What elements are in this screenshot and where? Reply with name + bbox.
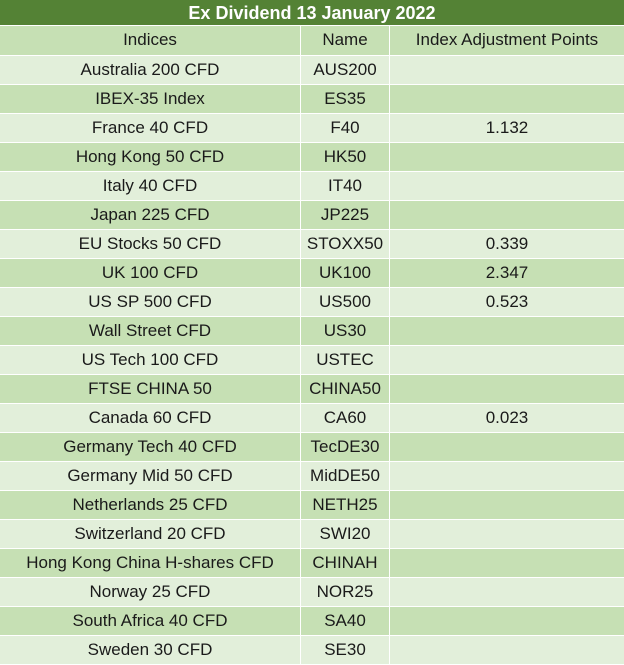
index-cell: Wall Street CFD [0, 317, 301, 345]
table-title: Ex Dividend 13 January 2022 [0, 0, 624, 26]
name-cell: NETH25 [301, 491, 390, 519]
table-row: Australia 200 CFD AUS200 [0, 56, 624, 85]
table-row: EU Stocks 50 CFD STOXX50 0.339 [0, 230, 624, 259]
index-cell: Italy 40 CFD [0, 172, 301, 200]
adjustment-points-cell [390, 520, 624, 548]
index-cell: FTSE CHINA 50 [0, 375, 301, 403]
index-cell: Norway 25 CFD [0, 578, 301, 606]
name-cell: STOXX50 [301, 230, 390, 258]
name-cell: SA40 [301, 607, 390, 635]
adjustment-points-cell: 0.339 [485, 234, 529, 253]
adjustment-points-cell [390, 375, 624, 403]
name-cell: F40 [301, 114, 390, 142]
adjustment-points-cell [390, 317, 624, 345]
index-cell: South Africa 40 CFD [0, 607, 301, 635]
index-cell: Hong Kong 50 CFD [0, 143, 301, 171]
adjustment-points-cell [390, 491, 624, 519]
table-row: Hong Kong 50 CFD HK50 [0, 143, 624, 172]
column-header-name: Name [301, 26, 390, 55]
index-cell: Hong Kong China H-shares CFD [0, 549, 301, 577]
table-row: Norway 25 CFD NOR25 [0, 578, 624, 607]
adjustment-points-cell [390, 56, 624, 84]
adjustment-points-cell [390, 172, 624, 200]
table-row: Sweden 30 CFD SE30 [0, 636, 624, 665]
table-row: Wall Street CFD US30 [0, 317, 624, 346]
adjustment-points-cell [390, 346, 624, 374]
table-row: Netherlands 25 CFD NETH25 [0, 491, 624, 520]
name-cell: TecDE30 [301, 433, 390, 461]
table-row: UK 100 CFD UK100 2.347 [0, 259, 624, 288]
name-cell: SWI20 [301, 520, 390, 548]
adjustment-points-cell [390, 578, 624, 606]
index-cell: Australia 200 CFD [0, 56, 301, 84]
adjustment-points-cell [390, 549, 624, 577]
adjustment-points-cell [390, 462, 624, 490]
table-row: Japan 225 CFD JP225 [0, 201, 624, 230]
name-cell: SE30 [301, 636, 390, 664]
column-header-adjustment-points: Index Adjustment Points [415, 30, 599, 49]
table-body: Australia 200 CFD AUS200 IBEX-35 Index ES35… [0, 56, 624, 665]
adjustment-points-cell: 1.132 [485, 118, 529, 137]
table-header-row: Indices Name Index Adjustment Points [0, 26, 624, 56]
index-cell: UK 100 CFD [0, 259, 301, 287]
table-row: Germany Tech 40 CFD TecDE30 [0, 433, 624, 462]
name-cell: MidDE50 [301, 462, 390, 490]
name-cell: HK50 [301, 143, 390, 171]
table-row: IBEX-35 Index ES35 [0, 85, 624, 114]
index-cell: US Tech 100 CFD [0, 346, 301, 374]
name-cell: CA60 [301, 404, 390, 432]
table-row: Germany Mid 50 CFD MidDE50 [0, 462, 624, 491]
name-cell: US500 [301, 288, 390, 316]
index-cell: Netherlands 25 CFD [0, 491, 301, 519]
adjustment-points-cell [390, 143, 624, 171]
table-row: Hong Kong China H-shares CFD CHINAH [0, 549, 624, 578]
table-row: France 40 CFD F40 1.132 [0, 114, 624, 143]
index-cell: US SP 500 CFD [0, 288, 301, 316]
table-row: Italy 40 CFD IT40 [0, 172, 624, 201]
name-cell: ES35 [301, 85, 390, 113]
table-row: South Africa 40 CFD SA40 [0, 607, 624, 636]
name-cell: CHINA50 [301, 375, 390, 403]
table-row: Switzerland 20 CFD SWI20 [0, 520, 624, 549]
name-cell: USTEC [301, 346, 390, 374]
index-cell: Germany Tech 40 CFD [0, 433, 301, 461]
index-cell: Sweden 30 CFD [0, 636, 301, 664]
index-cell: Germany Mid 50 CFD [0, 462, 301, 490]
column-header-indices: Indices [0, 26, 301, 55]
index-cell: IBEX-35 Index [0, 85, 301, 113]
table-row: FTSE CHINA 50 CHINA50 [0, 375, 624, 404]
adjustment-points-cell [390, 85, 624, 113]
table-row: Canada 60 CFD CA60 0.023 [0, 404, 624, 433]
adjustment-points-cell: 2.347 [485, 263, 529, 282]
index-cell: Switzerland 20 CFD [0, 520, 301, 548]
name-cell: US30 [301, 317, 390, 345]
adjustment-points-cell [390, 201, 624, 229]
index-cell: Japan 225 CFD [0, 201, 301, 229]
name-cell: NOR25 [301, 578, 390, 606]
adjustment-points-cell [390, 433, 624, 461]
table-row: US Tech 100 CFD USTEC [0, 346, 624, 375]
name-cell: CHINAH [301, 549, 390, 577]
index-cell: Canada 60 CFD [0, 404, 301, 432]
name-cell: UK100 [301, 259, 390, 287]
adjustment-points-cell: 0.023 [485, 408, 529, 427]
index-cell: EU Stocks 50 CFD [0, 230, 301, 258]
table-row: US SP 500 CFD US500 0.523 [0, 288, 624, 317]
name-cell: IT40 [301, 172, 390, 200]
index-cell: France 40 CFD [0, 114, 301, 142]
name-cell: AUS200 [301, 56, 390, 84]
adjustment-points-cell: 0.523 [485, 292, 529, 311]
adjustment-points-cell [390, 607, 624, 635]
name-cell: JP225 [301, 201, 390, 229]
